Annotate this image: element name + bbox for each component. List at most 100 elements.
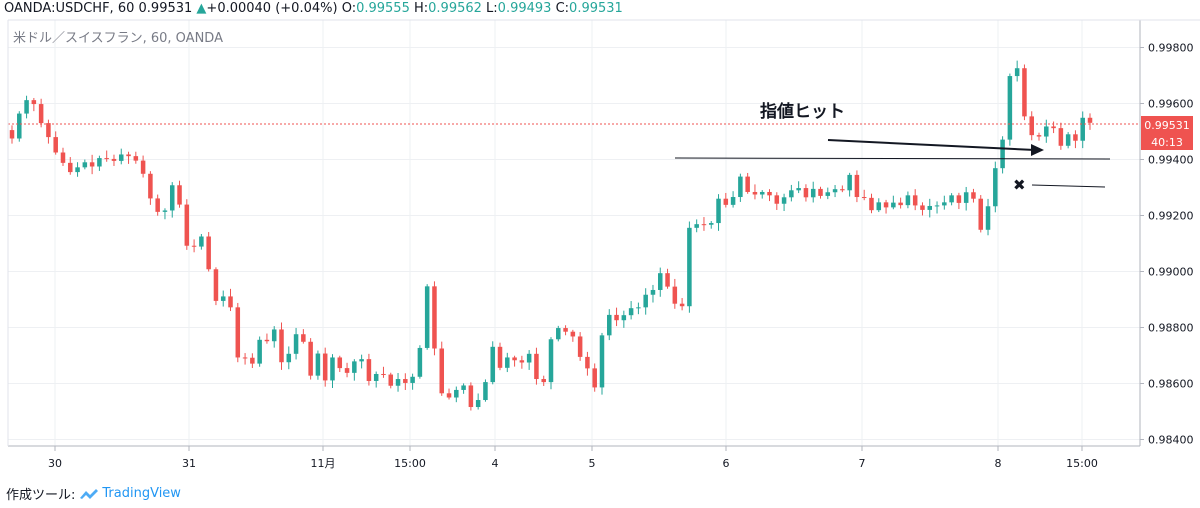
candles xyxy=(9,60,1093,411)
time-tick-label: 31 xyxy=(182,457,196,470)
candle-up xyxy=(483,382,488,401)
candle-down xyxy=(126,154,131,157)
candle-up xyxy=(934,205,940,207)
candle-up xyxy=(730,197,736,205)
candle-down xyxy=(1058,128,1064,146)
candle-down xyxy=(912,195,918,206)
candle-down xyxy=(446,393,452,398)
candle-up xyxy=(985,206,991,230)
candle-down xyxy=(519,360,525,363)
candle-up xyxy=(548,339,554,383)
candle-up xyxy=(1007,76,1013,140)
candle-down xyxy=(388,374,394,386)
candle-up xyxy=(825,192,831,196)
candle-up xyxy=(315,353,321,376)
candle-up xyxy=(286,353,292,363)
candle-up xyxy=(876,202,882,211)
candle-down xyxy=(883,202,889,208)
symbol-header: OANDA:USDCHF, 60 0.99531 ▲+0.00040 (+0.0… xyxy=(4,0,623,18)
candle-down xyxy=(403,379,408,383)
candle-up xyxy=(526,353,532,363)
candle-down xyxy=(854,174,860,198)
tradingview-link[interactable]: TradingView xyxy=(79,486,181,501)
candle-down xyxy=(861,197,867,199)
tradingview-logo-icon xyxy=(80,488,99,499)
candle-down xyxy=(184,204,190,246)
limit-order-line xyxy=(674,157,1111,160)
candle-up xyxy=(789,190,794,198)
open-value: 0.99555 xyxy=(356,1,410,16)
chart-title: 米ドル／スイスフラン, 60, OANDA xyxy=(13,31,223,46)
candle-up xyxy=(417,347,423,377)
candle-down xyxy=(468,385,474,408)
open-label: O: xyxy=(341,1,357,16)
candle-down xyxy=(366,359,372,381)
candle-down xyxy=(1073,134,1078,141)
price-chart[interactable]: ✖ 指値ヒット 米ドル／スイスフラン, 60, OANDA 0.998000.9… xyxy=(0,0,1200,480)
plot-area[interactable] xyxy=(8,20,1140,446)
candle-up xyxy=(636,307,641,309)
candle-up xyxy=(708,223,714,225)
candle-up xyxy=(694,224,699,228)
candle-up xyxy=(505,357,510,368)
price-tick-label: 0.99000 xyxy=(1148,266,1194,279)
candle-up xyxy=(395,379,401,386)
last-price-badge xyxy=(1141,116,1193,133)
candle-up xyxy=(810,188,816,198)
candle-up xyxy=(271,329,277,342)
high-value: 0.99562 xyxy=(428,1,482,16)
candle-up xyxy=(1000,139,1005,169)
candle-up xyxy=(607,314,612,336)
candle-down xyxy=(679,303,685,307)
candle-down xyxy=(111,158,117,161)
candle-down xyxy=(177,185,182,205)
candle-up xyxy=(1080,117,1085,141)
candle-down xyxy=(206,236,211,270)
last-price-badge-text: 0.99531 xyxy=(1144,119,1190,132)
time-tick-label: 11月 xyxy=(311,457,336,470)
last-price-value: 0.99531 xyxy=(138,1,193,16)
candle-down xyxy=(978,198,984,230)
candle-up xyxy=(410,376,415,383)
footer: 作成ツール: TradingView xyxy=(6,484,181,503)
candle-up xyxy=(628,308,634,316)
candle-down xyxy=(308,341,313,376)
candle-up xyxy=(257,339,262,364)
candle-up xyxy=(169,185,175,211)
candle-down xyxy=(301,334,306,342)
candle-up xyxy=(199,236,204,247)
candle-down xyxy=(1036,135,1042,137)
candle-down xyxy=(381,373,386,375)
annotation-arrow xyxy=(827,139,1036,151)
candle-up xyxy=(1044,126,1049,137)
candle-down xyxy=(439,348,445,394)
candle-down xyxy=(235,307,241,358)
candle-down xyxy=(133,156,139,161)
candle-down xyxy=(752,191,758,195)
candle-up xyxy=(621,315,627,321)
candle-up xyxy=(461,385,466,390)
candle-up xyxy=(162,210,168,212)
candle-down xyxy=(31,100,37,105)
candle-down xyxy=(264,339,270,342)
candle-down xyxy=(46,123,51,138)
candle-down xyxy=(213,269,219,301)
candle-up xyxy=(759,191,765,195)
candle-down xyxy=(723,198,729,205)
time-axis-ticks: 30 31 11月 15:00 4 5 6 7 8 15:00 xyxy=(48,446,1098,470)
candle-down xyxy=(767,191,772,196)
price-tick-label: 0.99200 xyxy=(1148,210,1194,223)
candle-down xyxy=(971,192,976,199)
candle-up xyxy=(687,227,692,307)
candle-up xyxy=(963,192,969,203)
candle-down xyxy=(592,368,597,388)
candle-up xyxy=(942,202,947,206)
candle-up xyxy=(352,361,357,373)
price-tick-label: 0.99400 xyxy=(1148,154,1194,167)
candle-up xyxy=(330,357,335,381)
time-tick-label: 4 xyxy=(492,457,499,470)
annotation-label: 指値ヒット xyxy=(760,101,845,122)
candle-down xyxy=(1022,68,1027,117)
candle-up xyxy=(220,296,226,301)
candle-up xyxy=(490,346,495,383)
